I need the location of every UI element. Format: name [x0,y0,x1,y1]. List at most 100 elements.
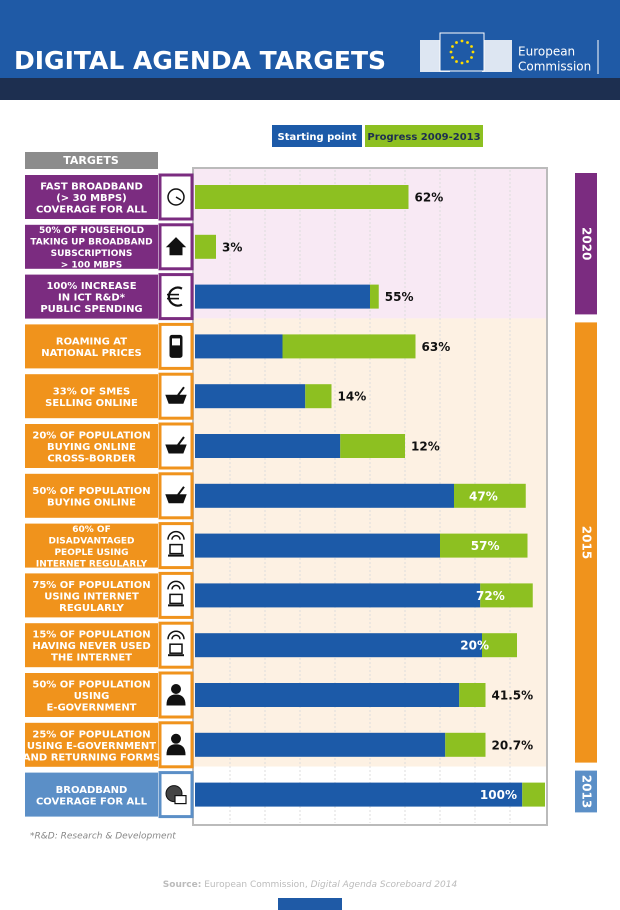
bar-segment [454,483,526,508]
icon-part [165,494,187,504]
target-label: ROAMING AT [56,337,127,348]
icon [166,733,186,756]
icon-part [167,630,185,640]
bar-segment [195,583,481,608]
source-org: European Commission, [204,880,308,890]
icon-part [177,386,185,396]
icon-part [171,534,181,540]
result-label: 63% [422,340,451,354]
target-label: USING [74,691,110,702]
bar-segment [445,732,486,757]
icon [165,237,187,256]
icon-part [171,684,181,694]
icon-part [165,444,187,454]
result-label: 20% [460,639,489,653]
icon [165,785,187,805]
target-label: BUYING ONLINE [47,442,136,453]
icon-part [165,394,187,404]
result-label: 62% [415,191,444,205]
target-label: (> 30 MBPS) [56,193,127,204]
target-label: COVERAGE FOR ALL [36,205,148,216]
target-label: BROADBAND [56,785,128,796]
target-box [25,623,158,668]
bar-segment [195,434,341,458]
legend-label: Starting point [278,132,357,143]
bar-segment [440,533,528,558]
legend-swatch [365,125,483,147]
target-label: E-GOVERNMENT [46,703,136,714]
icon [165,386,187,404]
bar-segment [305,384,332,409]
bar-segment [370,284,379,309]
target-box [25,772,158,817]
footer-bar [278,898,342,910]
result-label: 41.5% [492,689,534,703]
star [455,41,458,44]
target-label: 20% OF POPULATION [32,431,150,442]
target-label: SELLING ONLINE [45,398,138,409]
target-label: COVERAGE FOR ALL [36,796,148,807]
bar-segment [522,782,545,807]
icon-box [158,671,194,719]
target-label: 50% OF POPULATION [32,486,150,497]
group-label: 2015 [580,526,594,559]
icon [169,334,183,358]
target-label: NATIONAL PRICES [41,348,141,359]
bar-segment [480,583,533,608]
icon-part [169,543,183,555]
icon-part [166,694,186,706]
target-label: USING INTERNET [44,591,139,602]
bar-segment [482,633,517,658]
target-label: TAKING UP BROADBAND [30,238,152,248]
source-prefix: Source: [163,880,202,890]
target-label: IN ICT R&D* [58,293,126,304]
bar-segment [195,234,216,259]
target-label: REGULARLY [59,603,124,614]
icon-part [167,188,185,206]
footnote: *R&D: Research & Development [30,832,176,842]
logo-text: Commission [518,60,591,74]
icon [167,286,183,307]
icon-box [158,522,194,570]
group-label: 2013 [580,775,594,808]
target-label: THE INTERNET [51,653,132,664]
bar-segment [195,732,446,757]
target-label: 75% OF POPULATION [32,580,150,591]
icon [167,580,185,607]
icon-part [171,733,181,744]
icon-part [166,744,186,756]
result-label: 47% [469,489,498,503]
header-strip [0,78,620,100]
icon-part [167,530,185,540]
logo: European Commission [420,32,599,74]
bar-segment [195,683,460,707]
icon-part [177,436,185,446]
icon [167,188,185,206]
result-label: 72% [476,589,505,603]
target-box [25,573,158,618]
bar-segment [195,533,440,558]
result-label: 20.7% [492,738,534,752]
target-box [25,374,158,419]
group-label: 2020 [580,227,594,260]
source: Source: European Commission, Digital Age… [163,880,458,890]
star [451,45,454,48]
target-label: 15% OF POPULATION [32,630,150,641]
star [470,45,473,48]
star [466,60,469,63]
target-label: 50% OF POPULATION [32,680,150,691]
target-label: FAST BROADBAND [40,182,143,193]
target-box [25,175,158,219]
icon-part [165,237,187,256]
star [455,60,458,63]
group-bar [575,173,597,315]
target-box [25,424,158,468]
icon [165,486,187,504]
target-box [25,722,158,767]
logo-text: European [518,45,575,59]
target-label: 25% OF POPULATION [32,729,150,740]
bar-segment [195,384,306,409]
target-label: 60% OF [72,525,110,535]
